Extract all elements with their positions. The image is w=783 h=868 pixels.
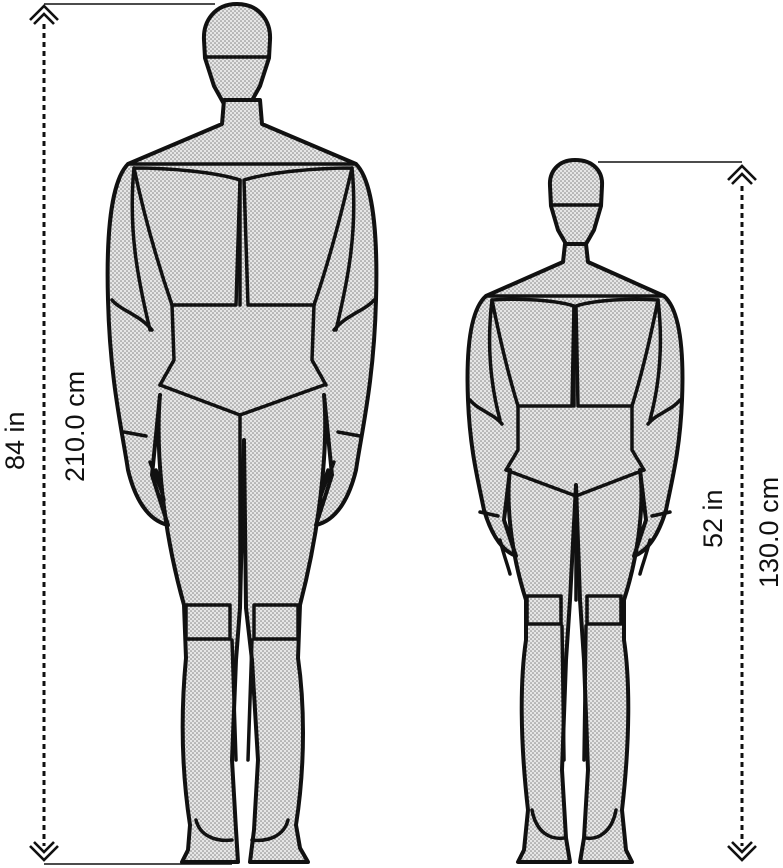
tall-height-dimension: 84 in 210.0 cm [0,3,232,865]
up-arrow-icon [727,164,757,185]
up-arrow-icon [29,4,59,25]
tall-height-cm-label: 210.0 cm [60,371,90,482]
short-body [465,242,685,864]
down-arrow-icon [29,841,59,862]
tall-height-inches-label: 84 in [0,411,30,470]
tall-human-figure [105,2,379,864]
short-height-inches-label: 52 in [698,489,728,548]
tall-body [105,98,379,864]
down-arrow-icon [727,841,757,862]
short-human-figure [465,158,685,864]
short-height-dimension: 52 in 130.0 cm [598,161,783,862]
short-height-cm-label: 130.0 cm [754,477,783,588]
